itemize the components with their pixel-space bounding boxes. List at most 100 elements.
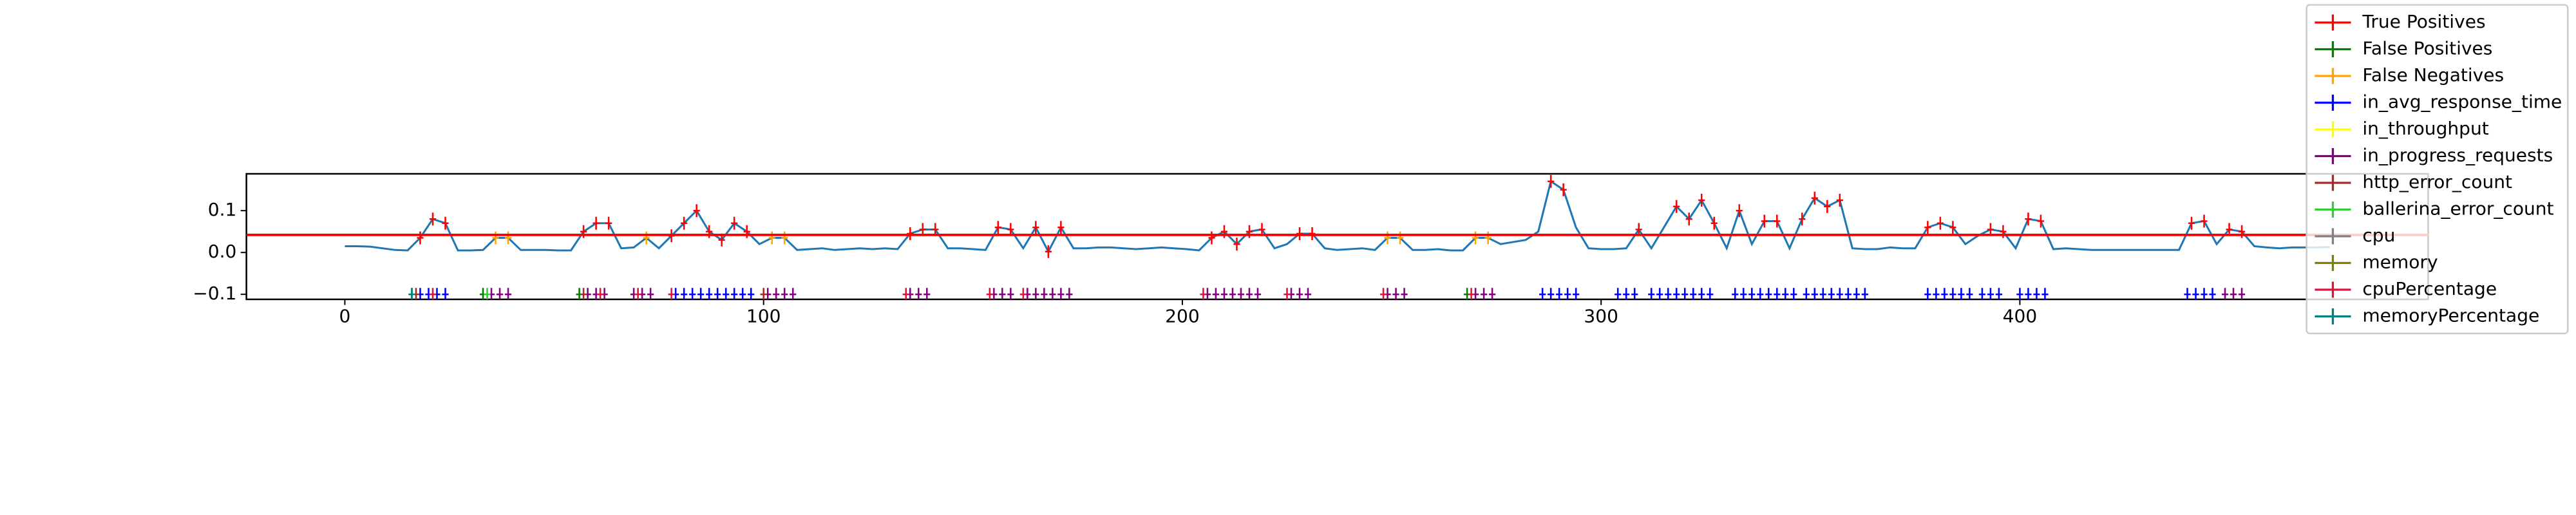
- marker: [1740, 288, 1747, 299]
- legend-swatch: [2315, 121, 2351, 138]
- marker: [1966, 288, 1973, 299]
- marker: [1648, 288, 1655, 299]
- marker: [1304, 288, 1312, 299]
- marker: [2025, 212, 2032, 226]
- marker: [1057, 221, 1065, 234]
- marker: [1296, 288, 1303, 299]
- marker: [1309, 227, 1316, 240]
- legend-swatch: [2315, 201, 2351, 218]
- marker: [1799, 212, 1806, 226]
- marker: [781, 288, 788, 299]
- marker: [1615, 288, 1622, 299]
- marker: [496, 288, 504, 299]
- marker: [1233, 238, 1240, 251]
- marker: [1836, 193, 1843, 207]
- marker: [986, 288, 993, 299]
- marker: [1237, 288, 1245, 299]
- marker: [1564, 288, 1571, 299]
- marker: [1732, 288, 1739, 299]
- marker: [1631, 288, 1638, 299]
- marker: [1790, 288, 1797, 299]
- marker: [1200, 288, 1207, 299]
- marker: [1032, 221, 1039, 234]
- marker: [1774, 214, 1781, 228]
- marker: [2041, 288, 2049, 299]
- marker: [1556, 288, 1563, 299]
- marker: [1229, 288, 1236, 299]
- marker: [1707, 288, 1714, 299]
- marker: [408, 288, 415, 299]
- legend-swatch: [2315, 68, 2351, 84]
- marker: [1673, 200, 1680, 213]
- marker: [1665, 288, 1672, 299]
- legend-label: False Positives: [2362, 38, 2492, 59]
- marker: [1978, 288, 1986, 299]
- marker: [1049, 288, 1056, 299]
- marker: [1019, 288, 1027, 299]
- marker: [647, 288, 654, 299]
- marker: [1057, 288, 1065, 299]
- marker: [1844, 288, 1852, 299]
- marker: [681, 288, 688, 299]
- marker: [2037, 214, 2045, 228]
- marker: [999, 288, 1006, 299]
- x-tick-label: 100: [746, 306, 781, 327]
- y-tick-label: 0.0: [208, 241, 237, 262]
- marker: [1748, 288, 1756, 299]
- x-tick-label: 400: [2003, 306, 2038, 327]
- marker: [1401, 288, 1408, 299]
- marker: [1220, 288, 1228, 299]
- marker: [681, 216, 688, 230]
- marker: [504, 231, 512, 245]
- marker: [1924, 288, 1931, 299]
- marker: [484, 288, 491, 299]
- marker: [1765, 288, 1772, 299]
- marker: [915, 288, 922, 299]
- marker: [1041, 288, 1048, 299]
- legend-label: in_throughput: [2362, 118, 2488, 139]
- x-tick-label: 200: [1165, 306, 1200, 327]
- legend-swatch: [2315, 41, 2351, 57]
- marker: [1853, 288, 1860, 299]
- marker: [1698, 288, 1705, 299]
- marker: [668, 288, 675, 299]
- x-tick-label: 0: [339, 306, 351, 327]
- legend-label: False Negatives: [2362, 64, 2504, 86]
- marker: [1481, 288, 1488, 299]
- marker: [2025, 288, 2032, 299]
- marker: [1811, 288, 1818, 299]
- marker: [760, 288, 767, 299]
- marker: [442, 288, 449, 299]
- marker: [1924, 221, 1931, 234]
- marker: [605, 216, 612, 230]
- legend-label: http_error_count: [2362, 171, 2512, 192]
- marker: [1066, 288, 1073, 299]
- marker: [1987, 288, 1994, 299]
- legend-swatch: [2315, 14, 2351, 31]
- marker: [689, 288, 696, 299]
- marker: [2238, 288, 2246, 299]
- marker: [1384, 231, 1391, 245]
- marker: [1548, 288, 1555, 299]
- x-tick-label: 300: [1584, 306, 1618, 327]
- marker: [723, 288, 730, 299]
- marker: [442, 216, 449, 230]
- marker: [781, 231, 788, 245]
- y-tick-label: −0.1: [193, 283, 236, 304]
- marker: [697, 288, 705, 299]
- legend-label: ballerina_error_count: [2362, 198, 2553, 220]
- marker: [1941, 288, 1948, 299]
- legend-label: cpu: [2362, 225, 2395, 246]
- marker: [1560, 183, 1567, 196]
- marker: [1774, 288, 1781, 299]
- marker: [1296, 227, 1303, 240]
- marker: [1824, 200, 1831, 213]
- marker: [1208, 231, 1215, 245]
- legend-box: [2306, 4, 2569, 335]
- marker: [1685, 212, 1692, 226]
- marker: [693, 204, 700, 218]
- legend-swatch: [2315, 255, 2351, 271]
- legend-swatch: [2315, 95, 2351, 111]
- marker: [1949, 288, 1956, 299]
